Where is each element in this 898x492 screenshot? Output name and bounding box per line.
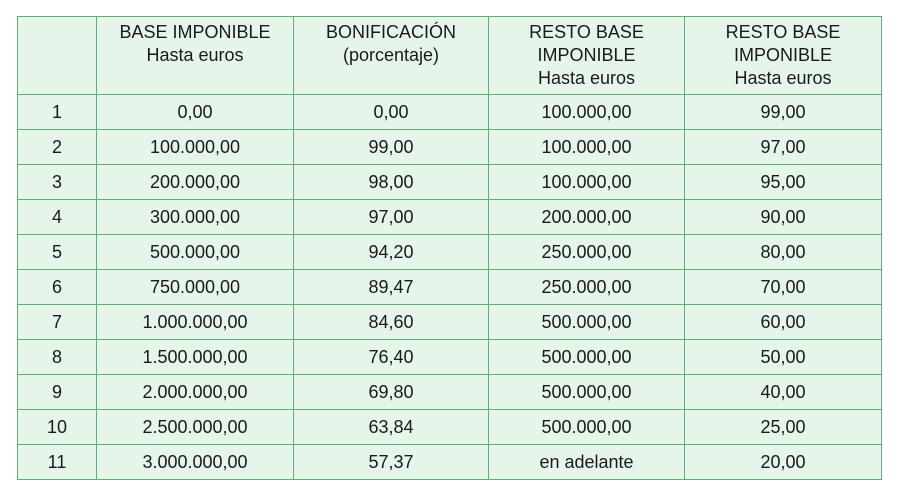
base-imponible-cell: 100.000,00 [96, 129, 294, 165]
base-imponible-cell: 1.500.000,00 [96, 339, 294, 375]
resto-base-cell: 100.000,00 [488, 129, 685, 165]
header-line: IMPONIBLE [733, 45, 833, 65]
base-imponible-cell: 2.000.000,00 [96, 374, 294, 410]
base-imponible-cell: 1.000.000,00 [96, 304, 294, 340]
resto-base-cell: 100.000,00 [488, 164, 685, 200]
table-row: 1 0,00 0,00 100.000,00 99,00 [17, 94, 882, 130]
resto-base-pct-cell: 99,00 [684, 94, 882, 130]
index-cell: 11 [17, 444, 97, 480]
header-line: IMPONIBLE [537, 45, 636, 65]
index-cell: 9 [17, 374, 97, 410]
table-row: 6 750.000,00 89,47 250.000,00 70,00 [17, 269, 882, 305]
resto-base-cell: 250.000,00 [488, 234, 685, 270]
bonificacion-cell: 89,47 [293, 269, 489, 305]
table-body: 1 0,00 0,00 100.000,00 99,00 2 100.000,00 99,00… [17, 94, 882, 480]
index-cell: 6 [17, 269, 97, 305]
base-imponible-cell: 2.500.000,00 [96, 409, 294, 445]
header-resto-base-imponible-1: RESTO BASE IMPONIBLE Hasta euros [488, 16, 685, 95]
resto-base-cell: en adelante [488, 444, 685, 480]
index-cell: 5 [17, 234, 97, 270]
resto-base-pct-cell: 50,00 [684, 339, 882, 375]
bonificacion-cell: 69,80 [293, 374, 489, 410]
bonificacion-cell: 63,84 [293, 409, 489, 445]
table-row: 3 200.000,00 98,00 100.000,00 95,00 [17, 164, 882, 200]
bonificacion-cell: 97,00 [293, 199, 489, 235]
index-cell: 1 [17, 94, 97, 130]
table-row: 7 1.000.000,00 84,60 500.000,00 60,00 [17, 304, 882, 340]
bonificacion-cell: 94,20 [293, 234, 489, 270]
resto-base-cell: 500.000,00 [488, 409, 685, 445]
resto-base-pct-cell: 25,00 [684, 409, 882, 445]
base-imponible-cell: 750.000,00 [96, 269, 294, 305]
resto-base-pct-cell: 90,00 [684, 199, 882, 235]
bonificacion-table-container: BASE IMPONIBLE Hasta euros BONIFICACIÓN (po… [17, 16, 882, 480]
resto-base-cell: 100.000,00 [488, 94, 685, 130]
base-imponible-cell: 3.000.000,00 [96, 444, 294, 480]
base-imponible-cell: 300.000,00 [96, 199, 294, 235]
bonificacion-cell: 76,40 [293, 339, 489, 375]
bonificacion-cell: 0,00 [293, 94, 489, 130]
header-row: BASE IMPONIBLE Hasta euros BONIFICACIÓN (po… [17, 16, 882, 95]
index-cell: 4 [17, 199, 97, 235]
table-row: 8 1.500.000,00 76,40 500.000,00 50,00 [17, 339, 882, 375]
header-line: Hasta euros [537, 68, 636, 88]
resto-base-pct-cell: 95,00 [684, 164, 882, 200]
resto-base-pct-cell: 70,00 [684, 269, 882, 305]
resto-base-pct-cell: 40,00 [684, 374, 882, 410]
table-row: 4 300.000,00 97,00 200.000,00 90,00 [17, 199, 882, 235]
resto-base-pct-cell: 20,00 [684, 444, 882, 480]
index-cell: 7 [17, 304, 97, 340]
resto-base-cell: 250.000,00 [488, 269, 685, 305]
resto-base-pct-cell: 97,00 [684, 129, 882, 165]
header-line: (porcentaje) [342, 45, 440, 65]
index-cell: 10 [17, 409, 97, 445]
header-resto-base-imponible-2: RESTO BASE IMPONIBLE Hasta euros [684, 16, 882, 95]
header-bonificacion: BONIFICACIÓN (porcentaje) [293, 16, 489, 95]
bonificacion-cell: 98,00 [293, 164, 489, 200]
base-imponible-cell: 0,00 [96, 94, 294, 130]
table-row: 9 2.000.000,00 69,80 500.000,00 40,00 [17, 374, 882, 410]
resto-base-cell: 500.000,00 [488, 339, 685, 375]
index-cell: 3 [17, 164, 97, 200]
resto-base-cell: 200.000,00 [488, 199, 685, 235]
bonificacion-cell: 84,60 [293, 304, 489, 340]
bonificacion-table: BASE IMPONIBLE Hasta euros BONIFICACIÓN (po… [17, 16, 882, 480]
header-line: Hasta euros [146, 45, 244, 65]
header-line: Hasta euros [734, 68, 832, 88]
table-row: 11 3.000.000,00 57,37 en adelante 20,00 [17, 444, 882, 480]
resto-base-pct-cell: 60,00 [684, 304, 882, 340]
table-row: 5 500.000,00 94,20 250.000,00 80,00 [17, 234, 882, 270]
table-row: 2 100.000,00 99,00 100.000,00 97,00 [17, 129, 882, 165]
header-base-imponible: BASE IMPONIBLE Hasta euros [96, 16, 294, 95]
header-line: RESTO BASE [725, 22, 841, 42]
base-imponible-cell: 200.000,00 [96, 164, 294, 200]
index-cell: 2 [17, 129, 97, 165]
header-index [17, 16, 97, 95]
bonificacion-cell: 99,00 [293, 129, 489, 165]
resto-base-cell: 500.000,00 [488, 374, 685, 410]
index-cell: 8 [17, 339, 97, 375]
table-row: 10 2.500.000,00 63,84 500.000,00 25,00 [17, 409, 882, 445]
bonificacion-cell: 57,37 [293, 444, 489, 480]
resto-base-cell: 500.000,00 [488, 304, 685, 340]
header-line: RESTO BASE [529, 22, 644, 42]
table-header: BASE IMPONIBLE Hasta euros BONIFICACIÓN (po… [17, 16, 882, 95]
base-imponible-cell: 500.000,00 [96, 234, 294, 270]
resto-base-pct-cell: 80,00 [684, 234, 882, 270]
header-line: BASE IMPONIBLE [119, 22, 271, 42]
header-line: BONIFICACIÓN [325, 22, 456, 42]
